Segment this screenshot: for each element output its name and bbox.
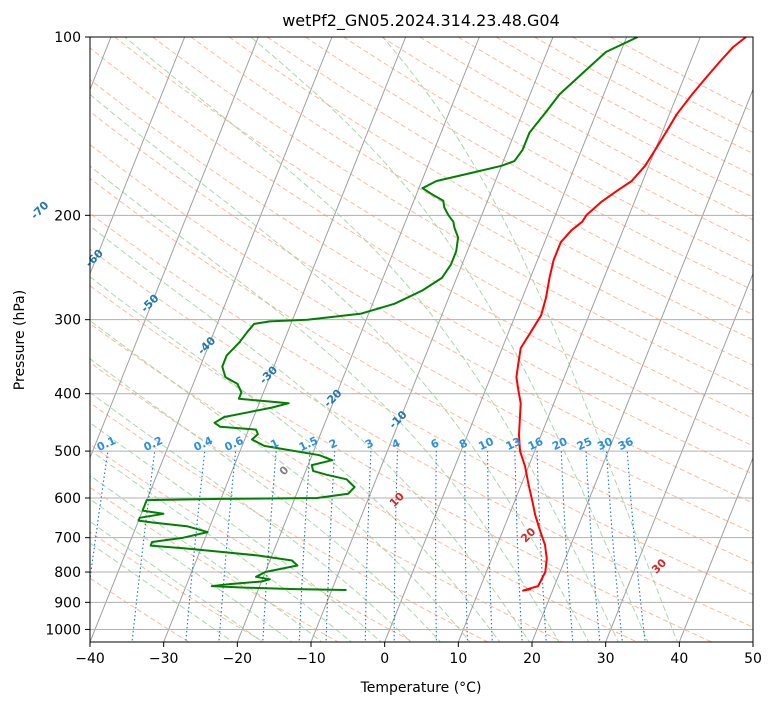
mixing-ratio-line: [487, 451, 493, 642]
dry-adiabat-line: [152, 37, 753, 393]
moist-adiabat-line: [90, 474, 323, 642]
dry-adiabat-line: [90, 110, 753, 504]
mixing-ratio-label: 16: [526, 435, 546, 453]
x-tick-label: −40: [75, 651, 105, 667]
moist-adiabat-line: [90, 276, 501, 642]
x-tick-label: 20: [523, 651, 541, 667]
y-tick-label: 600: [54, 491, 81, 507]
dry-adiabat-line: [305, 37, 753, 291]
dry-adiabat-line: [190, 37, 753, 366]
y-tick-label: 100: [54, 30, 81, 46]
x-tick-label: 30: [597, 651, 615, 667]
x-tick-label: 50: [744, 651, 762, 667]
y-tick-label: 200: [54, 208, 81, 224]
isotherm-line: [457, 37, 701, 642]
isotherm-line: [236, 37, 480, 642]
x-tick-label: 10: [449, 651, 467, 667]
dry-adiabat-line: [90, 212, 753, 596]
y-tick-label: 400: [54, 387, 81, 403]
mixing-ratio-label: 30: [595, 435, 615, 453]
temperature-profile: [515, 37, 747, 592]
dry-adiabat-line: [90, 443, 414, 642]
dry-adiabat-line: [90, 285, 713, 642]
y-tick-label: 700: [54, 531, 81, 547]
x-tick-label: −30: [149, 651, 179, 667]
y-tick-label: 300: [54, 313, 81, 329]
isotherm-line: [678, 456, 753, 642]
y-axis-label: Pressure (hPa): [12, 290, 28, 390]
x-tick-label: 0: [380, 651, 389, 667]
dry-adiabat-line: [90, 47, 753, 447]
mixing-ratio-label: 36: [616, 435, 636, 453]
x-tick-label: 40: [670, 651, 688, 667]
y-tick-label: 1000: [45, 622, 81, 638]
mixing-ratio-line: [298, 451, 311, 642]
y-tick-label: 800: [54, 565, 81, 581]
y-tick-label: 900: [54, 595, 81, 611]
mixing-ratio-label: 10: [476, 435, 496, 453]
axis-ticks: −40 −30 −20 −10 0 10 20 30 40 50 100 200 300 400 500 60…: [45, 30, 762, 667]
mixing-ratio-line: [464, 451, 469, 642]
dry-adiabat-line: [90, 78, 753, 475]
mixing-ratio-line: [514, 451, 523, 642]
y-tick-label: 500: [54, 444, 81, 460]
chart-title: wetPf2_GN05.2024.314.23.48.G04: [282, 11, 560, 31]
mixing-ratio-label: 25: [575, 435, 594, 453]
mixing-ratio-line: [435, 451, 437, 642]
dry-adiabat-line: [90, 143, 753, 534]
isotherm-line: [531, 88, 753, 642]
isotherm-line: [163, 37, 407, 642]
x-tick-label: −20: [223, 651, 253, 667]
profile-lines: [137, 37, 747, 592]
isotherm-line: [90, 37, 186, 276]
mixing-ratio-label: 13: [504, 435, 523, 453]
isotherm-line: [90, 37, 333, 642]
x-tick-label: −10: [296, 651, 326, 667]
plot-frame: [89, 36, 754, 643]
isotherm-line: [384, 37, 628, 642]
isotherm-line: [310, 37, 554, 642]
background-lines: [90, 37, 753, 642]
mixing-ratio-line: [364, 451, 372, 642]
mixing-ratio-label: 20: [550, 435, 570, 453]
isotherm-line: [605, 272, 753, 642]
dewpoint-profile: [137, 37, 639, 591]
x-axis-label: Temperature (°C): [360, 680, 482, 696]
mixing-ratio-line: [393, 451, 399, 642]
isotherm-line: [90, 37, 259, 460]
